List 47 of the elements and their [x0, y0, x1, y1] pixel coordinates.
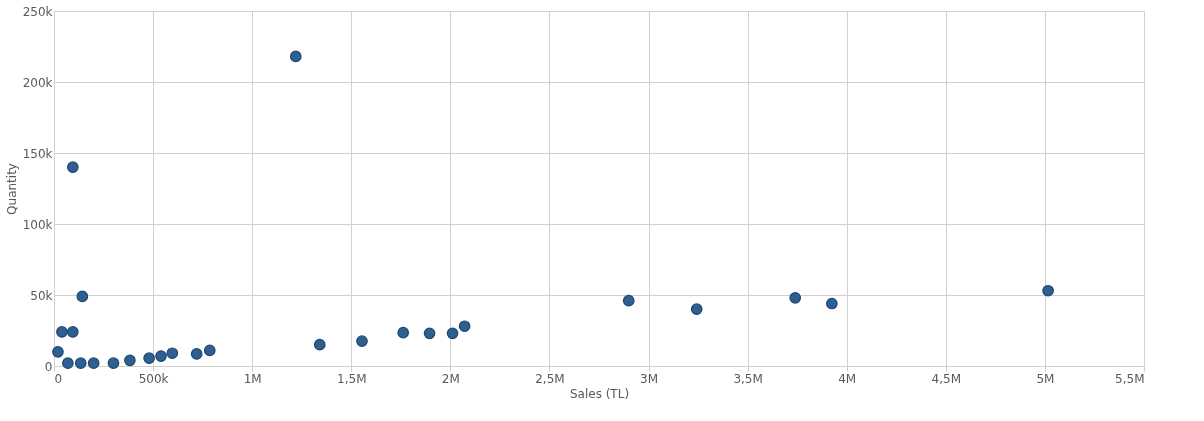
point	[143, 352, 155, 365]
point	[446, 327, 459, 340]
x-tick-label: 5,5M	[1115, 371, 1145, 386]
point	[190, 348, 203, 360]
point	[789, 292, 802, 304]
point	[66, 326, 79, 338]
point	[622, 294, 635, 307]
x-tick-label: 1,5M	[337, 371, 367, 386]
y-axis-title: Quantity	[4, 163, 19, 215]
x-tick-label: 2,5M	[535, 371, 565, 386]
y-tick-label: 100k	[22, 217, 53, 232]
point	[56, 326, 68, 338]
x-tick-label: 0	[54, 371, 63, 386]
point	[107, 357, 120, 369]
point	[458, 320, 471, 333]
x-tick-label: 500k	[138, 371, 169, 386]
point	[166, 347, 179, 360]
point	[397, 326, 410, 339]
y-tick-label: 250k	[22, 4, 53, 19]
point	[155, 350, 167, 362]
point	[690, 303, 703, 316]
point	[423, 327, 436, 340]
point	[124, 354, 136, 367]
point	[66, 161, 79, 174]
point	[356, 335, 368, 347]
point	[76, 290, 89, 303]
y-tick-label: 50k	[30, 288, 53, 303]
point	[203, 344, 216, 357]
point	[1042, 284, 1054, 297]
x-tick-label: 1M	[243, 371, 262, 386]
point	[313, 338, 326, 351]
x-tick-label: 2M	[441, 371, 460, 386]
point	[74, 357, 87, 369]
point	[826, 297, 838, 310]
y-tick-label: 150k	[22, 146, 53, 161]
point	[87, 357, 100, 369]
y-tick-label: 200k	[22, 75, 53, 90]
point	[62, 357, 74, 369]
x-tick-label: 4,5M	[931, 371, 962, 386]
x-tick-label: 3M	[640, 371, 659, 386]
point	[52, 345, 64, 358]
point	[289, 50, 302, 63]
x-axis-title: Sales (TL)	[569, 386, 630, 401]
x-tick-label: 5M	[1036, 371, 1055, 386]
x-tick-label: 3,5M	[733, 371, 763, 386]
y-tick-label: 0	[44, 359, 53, 374]
x-tick-label: 4M	[838, 371, 857, 386]
